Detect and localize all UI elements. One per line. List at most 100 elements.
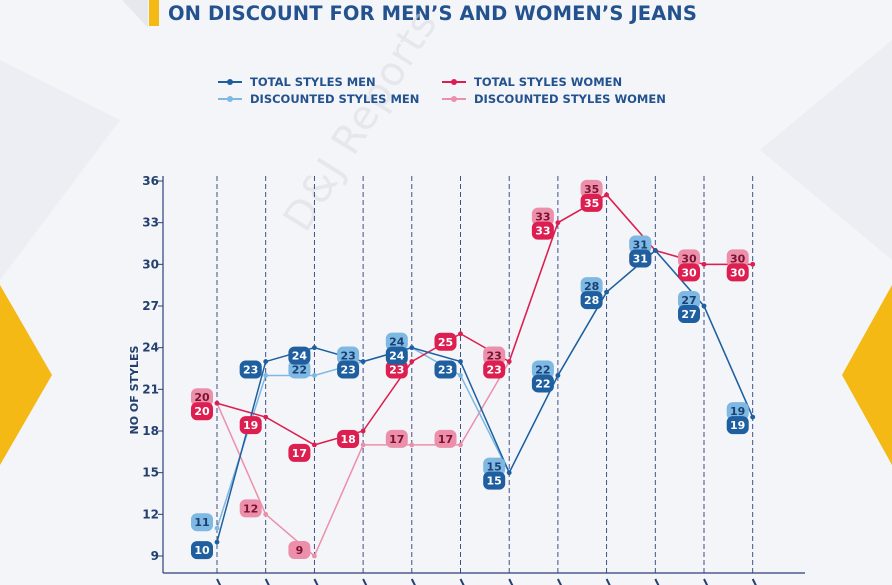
data-label-badge xyxy=(385,346,408,365)
data-point xyxy=(506,359,512,364)
data-label-total-women: 30 xyxy=(678,263,700,282)
data-label-discounted-women: 20 xyxy=(191,388,213,407)
background-facet xyxy=(0,60,120,280)
legend-label: TOTAL STYLES WOMEN xyxy=(474,75,623,89)
data-point xyxy=(263,359,269,364)
data-label-text: 30 xyxy=(681,266,697,279)
data-label-badge xyxy=(434,360,457,379)
data-point xyxy=(360,359,366,364)
data-label-total-men: 28 xyxy=(580,291,603,310)
data-label-text: 17 xyxy=(292,447,307,460)
legend-swatch xyxy=(442,79,466,85)
legend-item-discounted-men: DISCOUNTED STYLES MEN xyxy=(218,91,419,107)
data-label-text: 30 xyxy=(681,252,697,265)
data-label-text: 9 xyxy=(296,544,304,557)
y-tick-label: 27 xyxy=(142,299,159,313)
data-label-badge xyxy=(337,360,360,379)
x-tick-mark xyxy=(654,578,660,585)
data-point xyxy=(263,373,269,378)
data-label-discounted-men: 24 xyxy=(385,332,408,351)
legend-item-total-women: TOTAL STYLES WOMEN xyxy=(442,74,622,90)
x-tick-mark xyxy=(703,578,709,585)
data-label-discounted-men: 11 xyxy=(191,513,213,532)
x-tick-mark xyxy=(313,578,319,585)
data-label-total-men: 24 xyxy=(288,346,311,365)
data-label-text: 22 xyxy=(535,377,550,390)
data-label-badge xyxy=(483,457,506,476)
data-label-badge xyxy=(629,235,652,254)
legend-item-discounted-women: DISCOUNTED STYLES WOMEN xyxy=(442,91,666,107)
data-label-total-men: 24 xyxy=(385,346,408,365)
y-tick-label: 24 xyxy=(142,341,159,355)
data-point xyxy=(214,400,220,406)
data-label-discounted-women: 17 xyxy=(385,429,408,448)
data-label-badge xyxy=(337,346,360,365)
data-label-badge xyxy=(629,249,652,268)
data-label-text: 19 xyxy=(243,419,258,432)
data-label-badge xyxy=(434,332,457,351)
data-label-text: 12 xyxy=(243,502,258,515)
data-label-total-women: 23 xyxy=(385,360,408,379)
series-line-total-women xyxy=(216,193,753,446)
data-label-discounted-women: 33 xyxy=(531,207,554,226)
data-label-text: 27 xyxy=(681,294,696,307)
data-label-text: 24 xyxy=(389,336,405,349)
data-label-discounted-men: 22 xyxy=(288,360,311,379)
data-label-total-men: 23 xyxy=(337,360,360,379)
data-label-badge xyxy=(385,360,408,379)
data-label-text: 28 xyxy=(584,294,599,307)
data-point xyxy=(409,359,415,364)
legend-swatch xyxy=(218,96,242,102)
data-label-badge xyxy=(191,402,213,421)
data-label-text: 23 xyxy=(438,364,453,377)
left-yellow-chevron xyxy=(0,285,52,465)
data-point xyxy=(458,359,463,364)
data-label-total-women: 33 xyxy=(531,221,554,240)
data-label-discounted-men: 28 xyxy=(580,277,603,296)
data-label-text: 23 xyxy=(243,364,258,377)
data-point xyxy=(701,261,707,267)
y-tick-label: 12 xyxy=(142,507,159,521)
data-label-total-men: 15 xyxy=(483,471,506,490)
data-label-badge xyxy=(726,416,749,435)
data-label-badge xyxy=(726,263,749,282)
data-label-total-men: 19 xyxy=(726,416,749,435)
right-yellow-chevron xyxy=(842,285,892,465)
data-point xyxy=(604,192,609,198)
legend-item-total-men: TOTAL STYLES MEN xyxy=(218,74,376,90)
data-label-discounted-women: 17 xyxy=(434,429,457,448)
data-label-text: 35 xyxy=(584,197,599,210)
data-label-total-women: 18 xyxy=(337,430,360,448)
data-point xyxy=(458,442,463,448)
data-label-total-women: 17 xyxy=(288,443,311,462)
legend-label: TOTAL STYLES MEN xyxy=(250,75,376,89)
data-label-badge xyxy=(678,305,700,323)
data-point xyxy=(360,442,366,448)
data-label-badge xyxy=(531,374,554,393)
data-label-discounted-women: 23 xyxy=(483,346,506,365)
legend-label: DISCOUNTED STYLES WOMEN xyxy=(474,92,666,106)
data-label-text: 23 xyxy=(487,350,502,363)
data-label-badge xyxy=(191,541,213,560)
data-label-text: 22 xyxy=(535,363,550,376)
data-label-total-women: 35 xyxy=(580,193,603,212)
data-point xyxy=(652,248,658,253)
data-point xyxy=(312,553,317,559)
data-point xyxy=(701,303,707,309)
data-label-badge xyxy=(288,541,311,559)
data-point xyxy=(458,373,463,378)
chart-title: ON DISCOUNT FOR MEN’S AND WOMEN’S JEANS xyxy=(168,2,697,25)
data-label-total-men: 27 xyxy=(678,305,700,323)
data-label-badge xyxy=(531,360,554,379)
data-label-total-men: 10 xyxy=(191,541,213,560)
x-tick-mark xyxy=(216,578,222,585)
data-label-badge xyxy=(239,499,262,518)
data-label-text: 33 xyxy=(535,211,550,224)
data-label-badge xyxy=(483,471,506,490)
data-label-badge xyxy=(580,277,603,296)
data-label-badge xyxy=(580,179,603,198)
data-label-total-women: 23 xyxy=(483,360,506,379)
data-point xyxy=(214,525,220,531)
data-label-discounted-men: 15 xyxy=(483,457,506,476)
